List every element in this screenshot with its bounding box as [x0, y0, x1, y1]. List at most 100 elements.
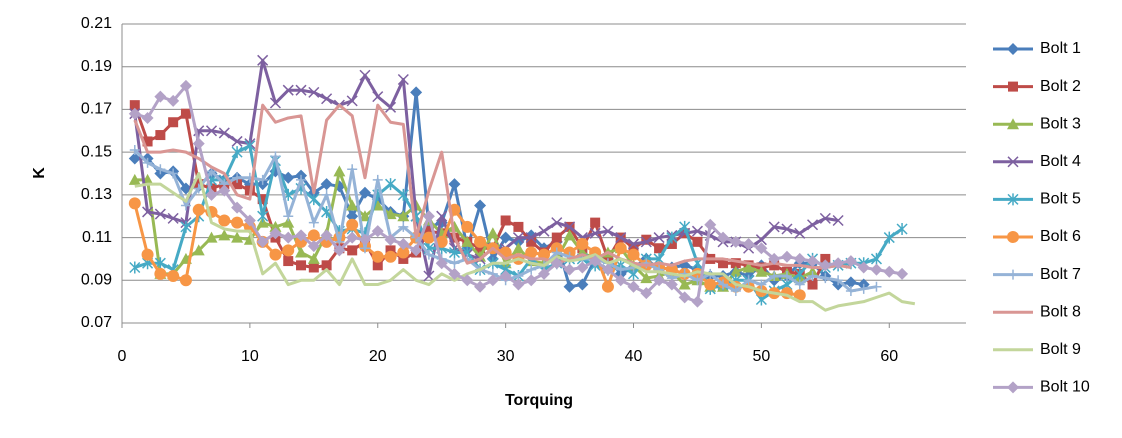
legend-item: Bolt 3 [993, 115, 1081, 132]
marker [231, 135, 243, 147]
marker [448, 220, 461, 232]
marker [653, 232, 665, 244]
marker [128, 107, 141, 120]
marker [755, 234, 767, 246]
y-tick-label: 0.11 [82, 229, 112, 246]
marker [718, 279, 729, 290]
marker [308, 86, 320, 98]
marker [499, 231, 512, 244]
marker [435, 257, 448, 270]
marker [794, 279, 805, 290]
marker [231, 201, 244, 214]
marker [205, 188, 218, 201]
marker [410, 86, 423, 99]
marker [142, 157, 153, 168]
marker [1007, 231, 1019, 243]
marker [371, 250, 384, 263]
marker [717, 231, 730, 244]
marker [167, 270, 180, 283]
marker [870, 263, 883, 276]
legend-item: Bolt 5 [993, 191, 1081, 208]
x-axis-title: Torquing [505, 392, 573, 409]
marker [691, 225, 703, 237]
marker [257, 194, 268, 205]
marker [704, 218, 717, 231]
marker [435, 235, 448, 248]
marker [295, 84, 307, 96]
marker [269, 248, 282, 261]
marker [576, 261, 589, 274]
series-line [134, 90, 864, 289]
marker [232, 179, 243, 190]
marker [525, 246, 538, 259]
marker [129, 261, 141, 274]
marker [768, 252, 781, 265]
marker [602, 225, 614, 237]
marker [448, 178, 461, 191]
marker [500, 215, 511, 226]
marker [883, 265, 896, 278]
marker [1007, 43, 1019, 55]
marker [296, 174, 307, 185]
marker [1007, 156, 1019, 168]
marker [358, 186, 371, 199]
marker [857, 261, 870, 274]
marker [729, 235, 742, 248]
marker [422, 210, 435, 223]
y-tick-label: 0.07 [81, 314, 112, 331]
legend-label: Bolt 2 [1040, 78, 1081, 95]
marker [512, 278, 525, 291]
marker [551, 217, 563, 229]
marker [232, 172, 243, 183]
marker [283, 256, 294, 267]
marker [474, 280, 487, 293]
marker [563, 263, 576, 276]
marker [167, 94, 180, 107]
y-axis-title: K [31, 167, 48, 179]
marker [128, 173, 141, 185]
marker [257, 174, 268, 185]
marker [269, 227, 282, 240]
marker [666, 238, 677, 249]
marker [844, 276, 857, 289]
marker [755, 265, 768, 277]
marker [346, 210, 359, 223]
marker [692, 236, 703, 247]
marker [756, 279, 767, 290]
marker [730, 285, 741, 296]
marker [371, 225, 384, 238]
marker [192, 244, 205, 256]
marker [422, 231, 435, 244]
y-tick-label: 0.13 [81, 186, 112, 203]
marker [769, 271, 780, 282]
marker [590, 217, 601, 228]
marker [129, 100, 140, 111]
marker [601, 263, 614, 276]
series-line [134, 172, 916, 312]
marker [845, 285, 856, 296]
marker [729, 265, 742, 277]
marker [269, 220, 282, 232]
marker [423, 270, 435, 282]
marker [512, 242, 525, 254]
marker [1008, 81, 1018, 92]
marker [512, 232, 524, 244]
marker [742, 237, 755, 250]
marker [448, 246, 461, 259]
marker [448, 267, 461, 280]
marker [333, 244, 346, 257]
x-tick-label: 60 [880, 348, 898, 365]
marker [282, 244, 295, 257]
marker [679, 220, 691, 233]
marker [475, 243, 486, 254]
marker [154, 267, 167, 280]
marker [793, 252, 806, 265]
marker [793, 289, 806, 302]
marker [295, 246, 308, 258]
marker [167, 212, 179, 224]
marker [423, 249, 434, 260]
legend-item: Bolt 1 [993, 40, 1081, 57]
marker [346, 199, 359, 211]
marker [896, 223, 908, 236]
marker [449, 258, 460, 269]
